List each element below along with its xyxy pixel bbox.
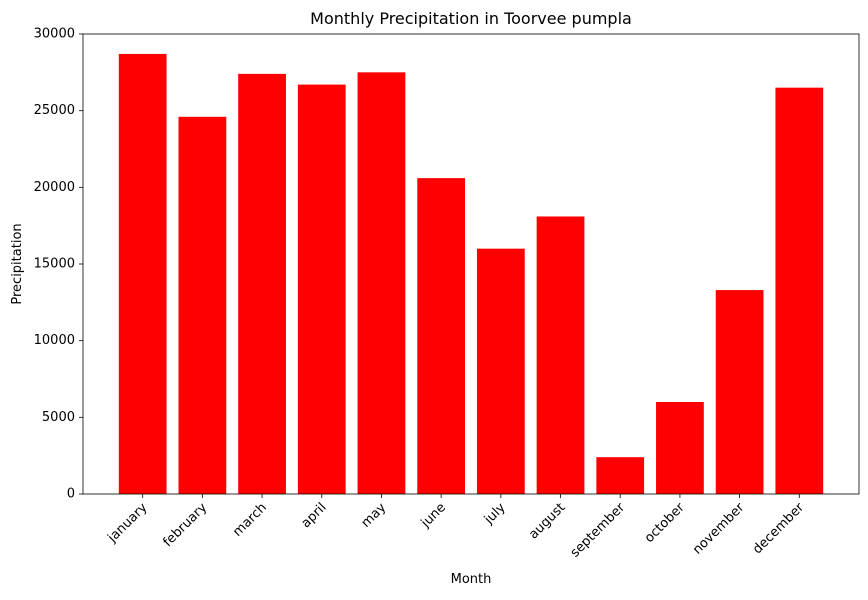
x-tick-label: november: [690, 500, 748, 558]
y-tick-label: 30000: [34, 27, 75, 42]
bar-september: [596, 457, 645, 494]
bar-november: [715, 290, 764, 494]
x-tick-label: june: [418, 500, 449, 531]
x-tick-label: april: [299, 500, 330, 531]
x-tick-label: september: [568, 500, 629, 561]
x-tick-label: august: [526, 500, 568, 542]
x-axis-ticks: january february march april may june july augu…: [105, 494, 808, 561]
x-tick-label: march: [230, 500, 270, 540]
x-tick-label: may: [359, 500, 390, 531]
x-tick-label: july: [481, 500, 509, 528]
bar-october: [656, 402, 704, 494]
x-tick-label: december: [750, 500, 807, 557]
y-axis-label: Precipitation: [10, 223, 25, 304]
chart-title: Monthly Precipitation in Toorvee pumpla: [310, 9, 632, 28]
bar-april: [297, 84, 346, 494]
bar-may: [357, 72, 406, 494]
y-tick-label: 15000: [34, 257, 75, 272]
bar-february: [178, 116, 227, 495]
x-tick-label: october: [642, 500, 688, 546]
bars-group: [118, 53, 824, 495]
y-axis-ticks: 0 5000 10000 15000 20000 25000 30000: [34, 27, 83, 502]
bar-july: [476, 248, 525, 494]
y-tick-label: 25000: [34, 103, 75, 118]
bar-march: [238, 73, 286, 494]
y-tick-label: 20000: [34, 180, 75, 195]
bar-june: [417, 178, 466, 494]
bar-august: [536, 216, 585, 494]
y-tick-label: 10000: [34, 333, 75, 348]
x-axis-label: Month: [451, 572, 492, 587]
y-tick-label: 5000: [42, 410, 75, 425]
bar-january: [118, 53, 167, 494]
x-tick-label: february: [160, 500, 210, 550]
x-tick-label: january: [105, 500, 151, 546]
y-tick-label: 0: [67, 487, 75, 502]
bar-december: [775, 87, 824, 495]
